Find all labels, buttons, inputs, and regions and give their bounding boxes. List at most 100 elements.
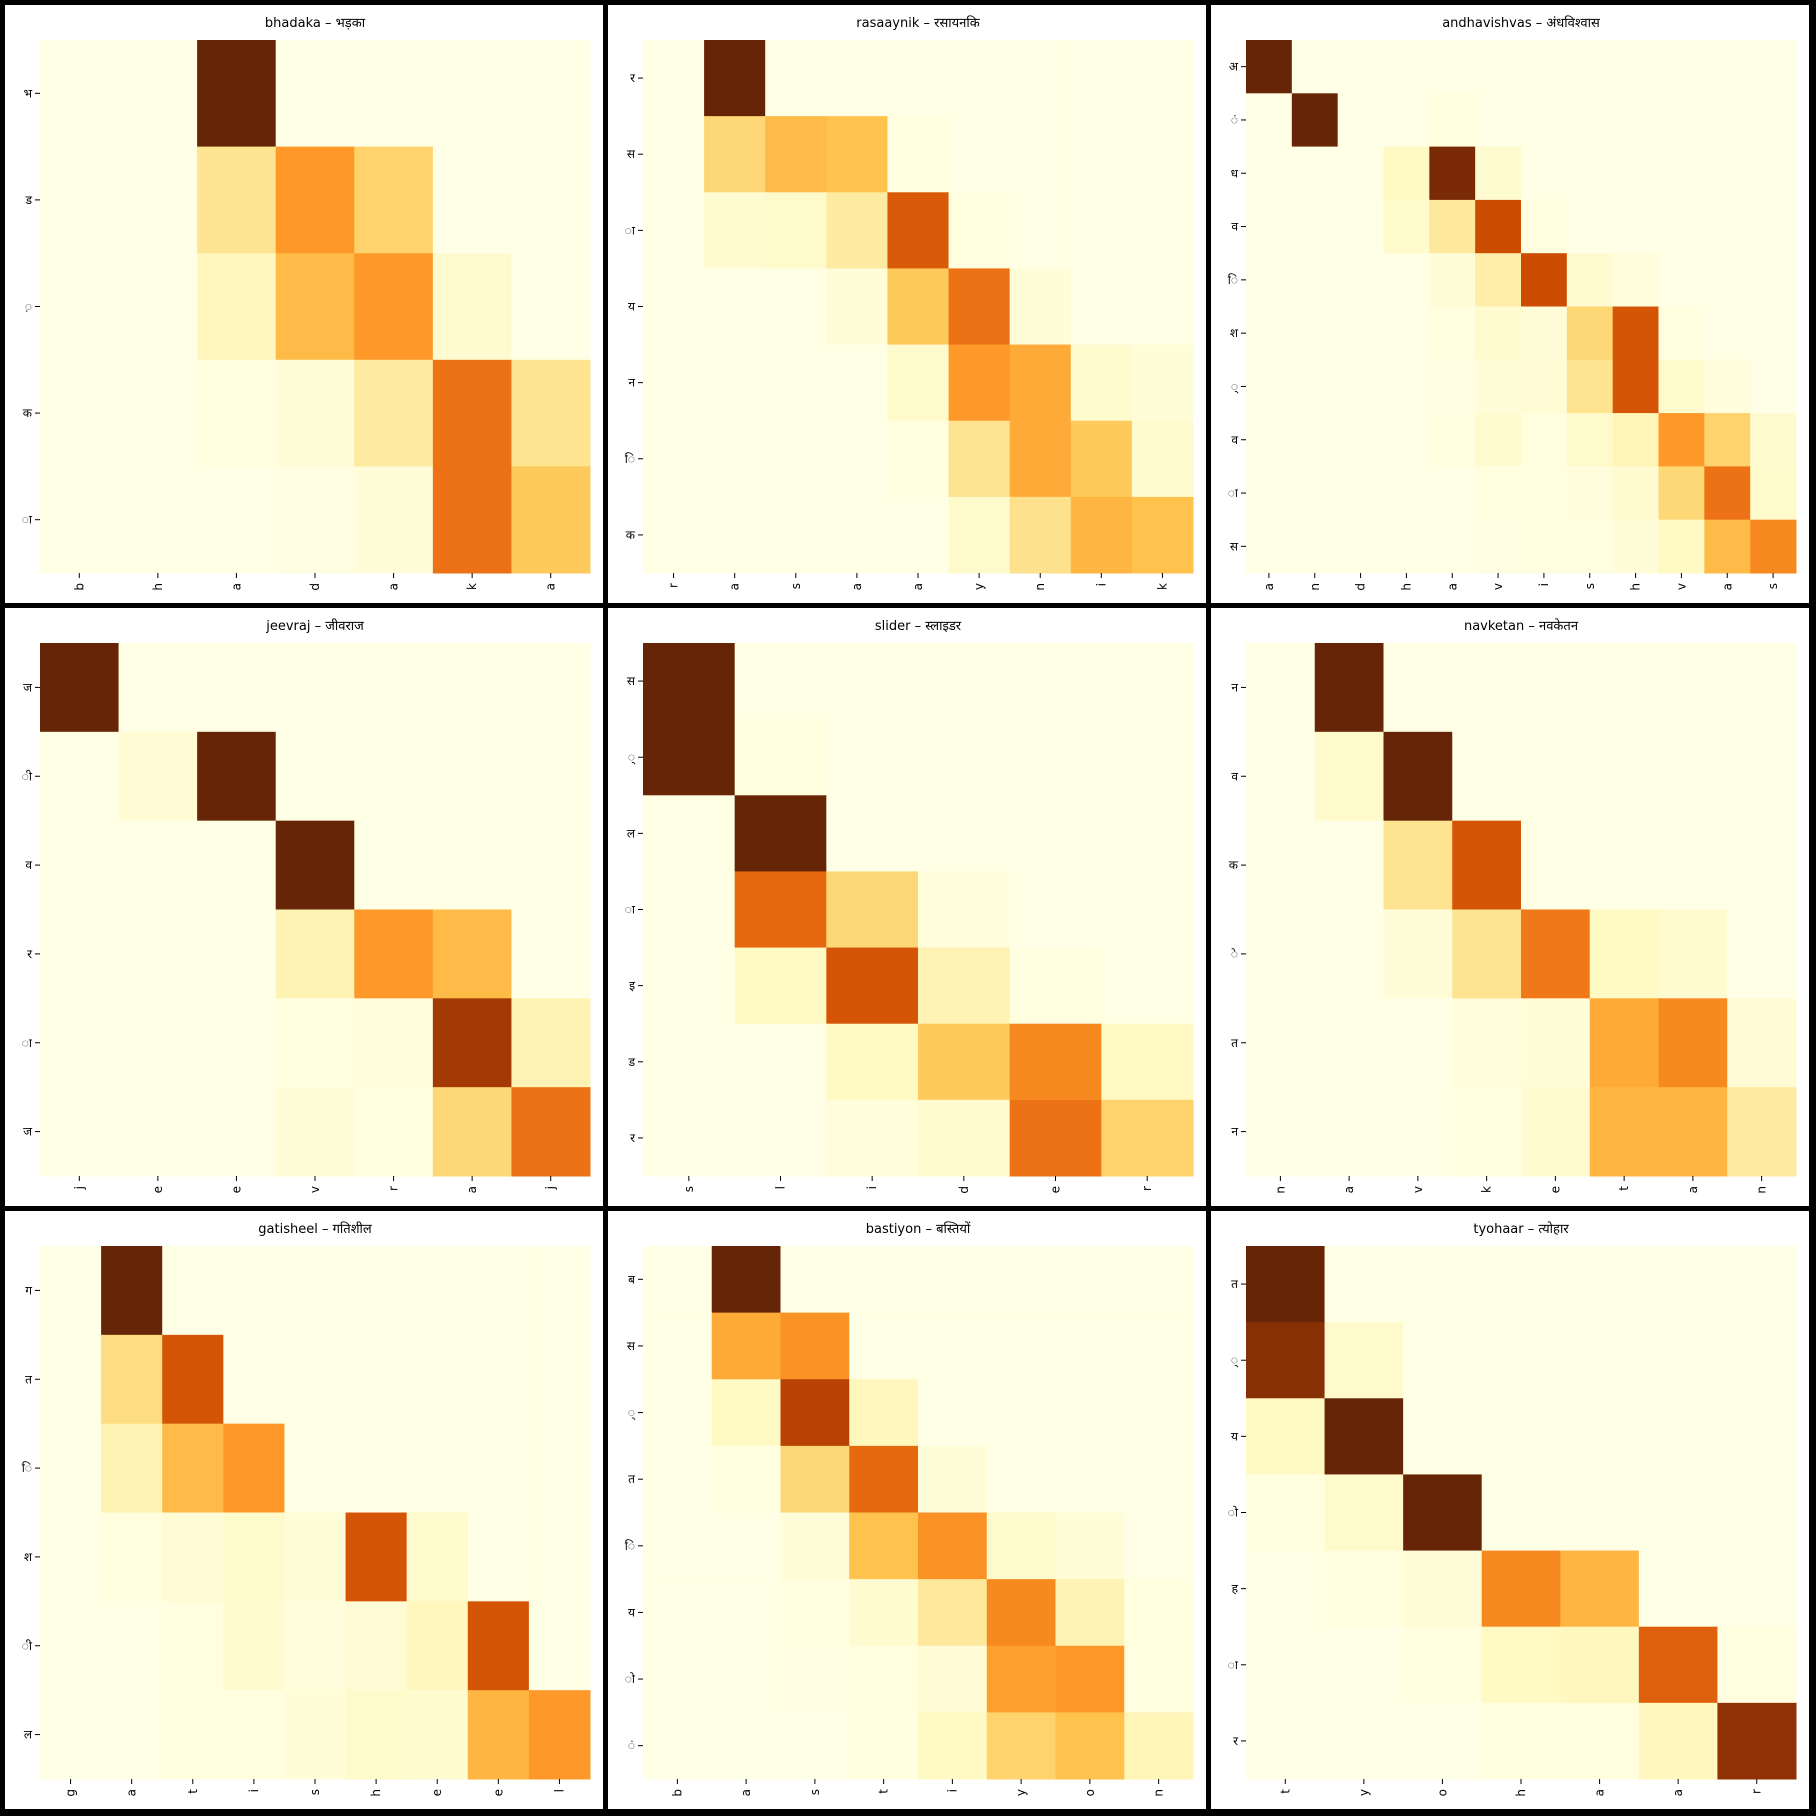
heatmap-cell xyxy=(1727,1087,1797,1177)
heatmap-cell xyxy=(918,1512,988,1580)
x-tick-label: s xyxy=(808,1789,822,1795)
x-tick-label: a xyxy=(1671,1789,1685,1796)
heatmap-cell xyxy=(643,643,736,720)
heatmap-cell xyxy=(734,947,827,1025)
heatmap-cell xyxy=(1131,496,1194,574)
y-tick-label: भ xyxy=(24,86,33,100)
heatmap-panel: rasaaynik – रसायनकि र सा य नि क r a s a a y n i k xyxy=(608,5,1206,603)
heatmap-cell xyxy=(1704,306,1751,361)
heatmap-cell xyxy=(1101,643,1194,720)
heatmap-svg: slider – स्लाइडर स् ला इ ड र s l i d e r xyxy=(625,619,1194,1194)
y-tick-label: ल xyxy=(627,826,636,840)
y-tick-label: अ xyxy=(1229,60,1239,74)
heatmap-cell xyxy=(101,1246,163,1336)
heatmap-cell xyxy=(1566,359,1614,414)
heatmap-cell xyxy=(1101,1023,1194,1101)
heatmap-cell xyxy=(918,1712,988,1780)
y-tick-label: त xyxy=(1231,1036,1239,1050)
heatmap-cell xyxy=(1383,820,1453,910)
heatmap-panel: navketan – नवकेतन न व के त न n a v k e t a n xyxy=(1211,608,1809,1206)
heatmap-cell xyxy=(101,1601,163,1691)
heatmap-cell xyxy=(1521,93,1568,148)
heatmap-cell xyxy=(345,1690,408,1780)
heatmap-cell xyxy=(1246,1702,1326,1780)
heatmap-cell xyxy=(1612,413,1659,467)
y-tick-label: ि xyxy=(625,452,635,466)
heatmap-svg: jeevraj – जीवराज जी व रा ज j e e v r a j xyxy=(22,618,591,1193)
heatmap-cell xyxy=(643,420,705,498)
heatmap-cell xyxy=(1337,359,1384,414)
heatmap-cell xyxy=(101,1690,163,1780)
heatmap-cell xyxy=(1246,146,1293,201)
y-tick-label: ा xyxy=(22,1036,33,1050)
heatmap-cell xyxy=(643,795,736,872)
x-tick-label: o xyxy=(1083,1789,1097,1796)
heatmap-cell xyxy=(643,116,705,193)
heatmap-cell xyxy=(118,359,198,467)
heatmap-cell xyxy=(1383,643,1453,733)
heatmap-cell xyxy=(118,466,198,574)
heatmap-cell xyxy=(826,947,919,1025)
heatmap-cell xyxy=(1246,909,1316,999)
x-tick-label: a xyxy=(1262,583,1276,590)
heatmap-cell xyxy=(826,420,888,498)
y-tick-label: ा xyxy=(1228,486,1239,500)
heatmap-cell xyxy=(1246,731,1316,822)
heatmap-cell xyxy=(1612,519,1659,574)
heatmap-cell xyxy=(1717,1398,1797,1475)
y-tick-label: क xyxy=(626,528,636,542)
heatmap-cell xyxy=(284,1246,347,1336)
heatmap-cell xyxy=(826,719,919,796)
heatmap-cell xyxy=(1246,1087,1316,1177)
heatmap-cell xyxy=(1521,731,1591,822)
x-tick-label: a xyxy=(125,1789,139,1796)
heatmap-cell xyxy=(197,466,277,574)
x-tick-label: k xyxy=(465,583,479,590)
heatmap-cell xyxy=(1560,1550,1640,1628)
heatmap-cell xyxy=(734,719,827,796)
heatmap-cell xyxy=(275,731,355,822)
heatmap-cell xyxy=(1589,731,1659,822)
y-tick-label: ् xyxy=(628,750,636,765)
heatmap-cell xyxy=(1658,731,1728,822)
x-tick-label: a xyxy=(739,1789,753,1796)
y-tick-label: स xyxy=(627,147,636,161)
heatmap-cell xyxy=(354,998,434,1088)
y-tick-label: ध xyxy=(1231,166,1239,180)
x-tick-label: a xyxy=(1686,1186,1700,1193)
heatmap-cell xyxy=(1750,466,1797,521)
heatmap-cell xyxy=(275,466,355,574)
heatmap-cell xyxy=(432,1087,512,1177)
heatmap-cell xyxy=(1612,40,1659,94)
heatmap-cell xyxy=(1717,1550,1797,1628)
x-tick-label: y xyxy=(1357,1789,1371,1796)
heatmap-panel: slider – स्लाइडर स् ला इ ड र s l i d e r xyxy=(608,608,1206,1206)
heatmap-cell xyxy=(406,1246,469,1336)
heatmap-cell xyxy=(40,1334,102,1425)
heatmap-cell xyxy=(1750,199,1797,254)
y-tick-label: ् xyxy=(628,1406,636,1421)
heatmap-cell xyxy=(354,643,434,733)
heatmap-cell xyxy=(918,1445,988,1514)
heatmap-cell xyxy=(826,871,919,949)
heatmap-cell xyxy=(1481,1474,1561,1552)
heatmap-cell xyxy=(284,1423,347,1513)
heatmap-cell xyxy=(1429,253,1476,307)
y-tick-label: ी xyxy=(22,769,33,783)
heatmap-cell xyxy=(1452,909,1522,999)
heatmap-cell xyxy=(1383,93,1430,148)
heatmap-cell xyxy=(1246,519,1293,574)
x-tick-label: t xyxy=(877,1789,891,1794)
heatmap-cell xyxy=(1612,253,1659,307)
y-tick-label: क xyxy=(23,406,33,420)
heatmap-cell xyxy=(511,359,591,467)
y-tick-label: ि xyxy=(625,1539,635,1553)
heatmap-cell xyxy=(275,909,355,999)
heatmap-cell xyxy=(1124,1512,1194,1580)
heatmap-cell xyxy=(1324,1702,1404,1780)
heatmap-cell xyxy=(780,1579,850,1647)
heatmap-cell xyxy=(1481,1398,1561,1475)
heatmap-cell xyxy=(765,420,827,498)
heatmap-cell xyxy=(1750,253,1797,307)
x-tick-label: a xyxy=(465,1186,479,1193)
